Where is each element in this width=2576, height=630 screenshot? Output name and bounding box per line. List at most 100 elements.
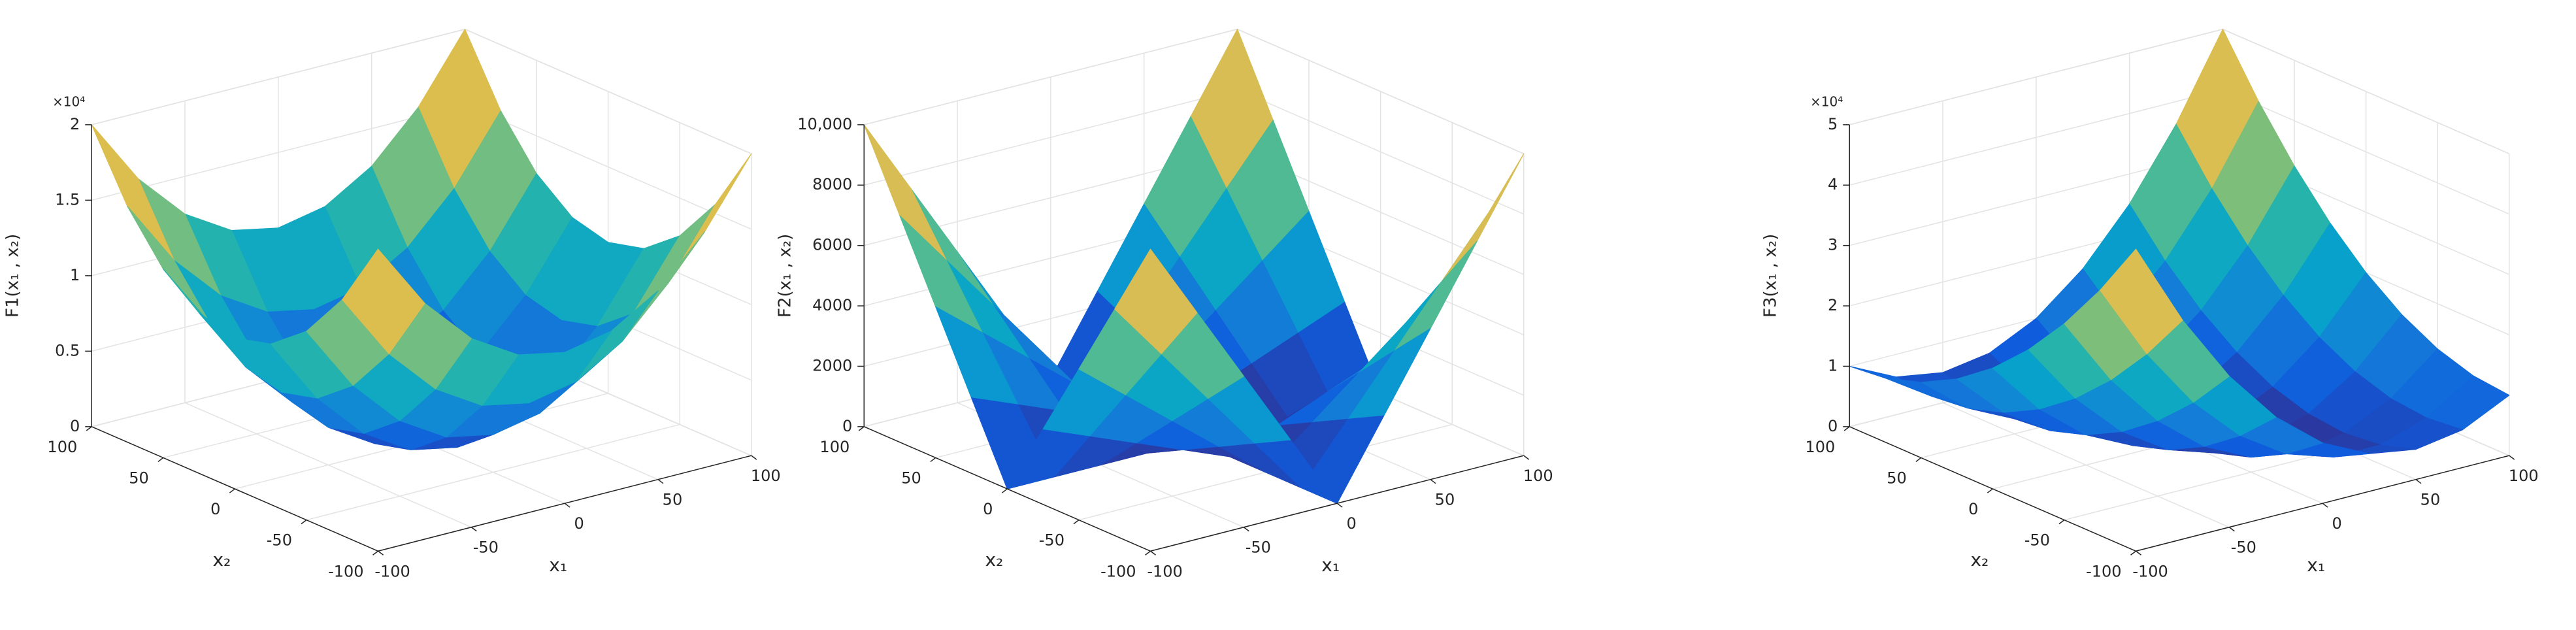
tick-mark bbox=[930, 457, 936, 463]
tick-mark bbox=[372, 550, 378, 555]
z-axis-label: F2(x₁ , x₂) bbox=[776, 234, 795, 318]
z-tick-label: 2000 bbox=[812, 356, 852, 374]
grid-line bbox=[2222, 29, 2510, 154]
grid-line bbox=[864, 89, 1238, 186]
tick-mark bbox=[1843, 426, 1850, 431]
tick-mark bbox=[2228, 527, 2235, 532]
z-tick-label: 6000 bbox=[812, 236, 852, 254]
tick-mark bbox=[86, 426, 92, 431]
surface-patch bbox=[863, 124, 948, 261]
tick-mark bbox=[751, 455, 757, 460]
x-tick-label: 0 bbox=[1347, 514, 1357, 533]
y-axis-label: x₂ bbox=[1970, 549, 1989, 571]
surface-patch bbox=[2100, 248, 2183, 354]
z-tick-label: 4000 bbox=[812, 296, 852, 314]
y-tick-label: 50 bbox=[129, 469, 149, 487]
tick-mark bbox=[1523, 455, 1530, 460]
y-tick-label: -100 bbox=[328, 562, 363, 580]
tick-mark bbox=[1915, 457, 1922, 463]
x-tick-label: 100 bbox=[1523, 467, 1553, 485]
x-tick-label: 50 bbox=[1435, 491, 1455, 509]
tick-mark bbox=[564, 503, 570, 508]
axis-line bbox=[2136, 455, 2509, 552]
grid-line bbox=[1849, 29, 2223, 125]
x-axis-label: x₁ bbox=[549, 554, 567, 576]
tick-mark bbox=[378, 550, 384, 555]
y-tick-label: 100 bbox=[1805, 438, 1835, 456]
tick-mark bbox=[2058, 520, 2065, 525]
x-tick-label: -50 bbox=[1246, 539, 1271, 557]
z-axis-label: F3(x₁ , x₂) bbox=[1761, 234, 1781, 318]
x-tick-label: -100 bbox=[2132, 562, 2168, 580]
y-tick-label: 0 bbox=[210, 500, 220, 518]
z-tick-label: 2 bbox=[1828, 296, 1838, 314]
surface-patch bbox=[1394, 240, 1478, 352]
axis-line bbox=[91, 426, 378, 552]
y-tick-label: 0 bbox=[1968, 500, 1978, 518]
tick-mark bbox=[858, 426, 865, 431]
tick-mark bbox=[157, 457, 164, 463]
x-tick-label: 50 bbox=[2420, 491, 2441, 509]
surface-patch bbox=[1441, 153, 1525, 283]
y-tick-label: -50 bbox=[1039, 531, 1065, 550]
tick-mark bbox=[1073, 520, 1080, 525]
z-multiplier: ×10⁴ bbox=[52, 93, 85, 109]
grid-line bbox=[465, 104, 752, 230]
tick-mark bbox=[301, 520, 307, 525]
tick-mark bbox=[1145, 550, 1151, 555]
z-tick-label: 0 bbox=[70, 417, 80, 435]
grid-line bbox=[1237, 29, 1525, 154]
z-tick-label: 0 bbox=[842, 417, 852, 435]
x-axis-label: x₁ bbox=[1321, 554, 1340, 576]
y-axis-label: x₂ bbox=[212, 549, 231, 571]
tick-mark bbox=[657, 479, 664, 484]
z-multiplier: ×10⁴ bbox=[1810, 93, 1843, 109]
grid-line bbox=[91, 29, 465, 125]
tick-mark bbox=[1243, 527, 1249, 532]
z-tick-label: 2 bbox=[70, 115, 80, 133]
z-tick-label: 8000 bbox=[812, 175, 852, 193]
surface-chart: -100 -50 0 50 100 -100 -50 0 50 100 0 0.5 1 1.5 2 ×10⁴ x… bbox=[3, 29, 781, 580]
y-tick-label: -50 bbox=[267, 531, 292, 550]
grid-line bbox=[1849, 89, 2223, 186]
surface-patch bbox=[1405, 213, 1489, 324]
tick-mark bbox=[1150, 550, 1156, 555]
x-tick-label: 100 bbox=[751, 467, 781, 485]
surface-patch bbox=[91, 124, 174, 261]
axis-line bbox=[378, 455, 751, 552]
grid-line bbox=[864, 29, 1238, 125]
grid-line bbox=[465, 29, 752, 154]
grid-line bbox=[2222, 89, 2510, 215]
tick-mark bbox=[471, 527, 477, 532]
grid-line bbox=[306, 423, 680, 521]
y-tick-label: -100 bbox=[2086, 562, 2121, 580]
surface-chart: -100 -50 0 50 100 -100 -50 0 50 100 0 1 2 3 4 5 ×10⁴ x₁ x₂… bbox=[1761, 29, 2539, 580]
grid-line bbox=[91, 104, 465, 201]
y-axis-label: x₂ bbox=[985, 549, 1003, 571]
tick-mark bbox=[1430, 479, 1436, 484]
y-tick-label: 0 bbox=[983, 500, 993, 518]
tick-mark bbox=[1987, 488, 1993, 493]
x-axis-label: x₁ bbox=[2307, 554, 2325, 576]
tick-mark bbox=[1336, 503, 1343, 508]
tick-mark bbox=[2130, 550, 2136, 555]
z-tick-label: 1 bbox=[70, 266, 80, 284]
axis-line bbox=[1150, 455, 1524, 552]
surface-patch bbox=[1114, 248, 1198, 354]
x-tick-label: -100 bbox=[1147, 562, 1182, 580]
axis-line bbox=[1849, 426, 2136, 552]
z-tick-label: 0 bbox=[1828, 417, 1838, 435]
surface-patch bbox=[342, 248, 425, 354]
tick-mark bbox=[2136, 550, 2141, 555]
z-axis-label: F1(x₁ , x₂) bbox=[3, 234, 23, 318]
tick-mark bbox=[2322, 503, 2328, 508]
y-tick-label: 100 bbox=[819, 438, 850, 456]
z-tick-label: 5 bbox=[1828, 115, 1838, 133]
x-tick-label: 0 bbox=[2332, 514, 2342, 533]
z-tick-label: 3 bbox=[1828, 236, 1838, 254]
y-tick-label: 100 bbox=[47, 438, 77, 456]
z-tick-label: 4 bbox=[1828, 175, 1838, 193]
y-tick-label: -50 bbox=[2024, 531, 2050, 550]
